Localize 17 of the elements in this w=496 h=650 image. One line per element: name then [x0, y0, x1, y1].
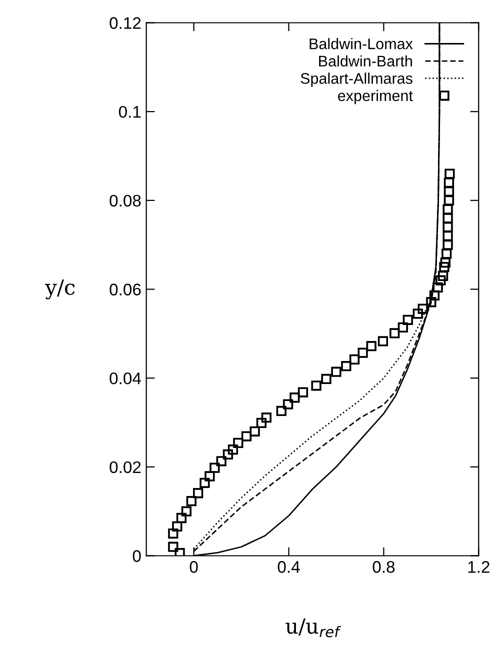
y-tick-label: 0.12 [110, 17, 141, 29]
x-tick-label: 0.4 [278, 561, 300, 573]
y-tick-label: 0.1 [118, 106, 141, 118]
x-tick-label: 0.8 [372, 561, 395, 573]
y-tick-label: 0.04 [110, 372, 141, 384]
y-tick-label: 0 [132, 550, 141, 562]
x-axis-title: u/u$_{ref}$ [286, 618, 342, 638]
x-tick-label: 0 [190, 561, 198, 573]
y-tick-label: 0.08 [110, 194, 141, 207]
y-axis-title: y/c [45, 280, 75, 300]
x-tick-label: 1.2 [468, 561, 490, 573]
legend-label: Baldwin-Lomax [310, 38, 413, 50]
legend-label: Spalart-Allmaras [300, 72, 412, 87]
legend-label: experiment [338, 90, 413, 104]
y-tick-label: 0.06 [110, 284, 141, 296]
legend-label: Baldwin-Barth [319, 55, 412, 67]
y-tick-label: 0.02 [110, 461, 141, 474]
